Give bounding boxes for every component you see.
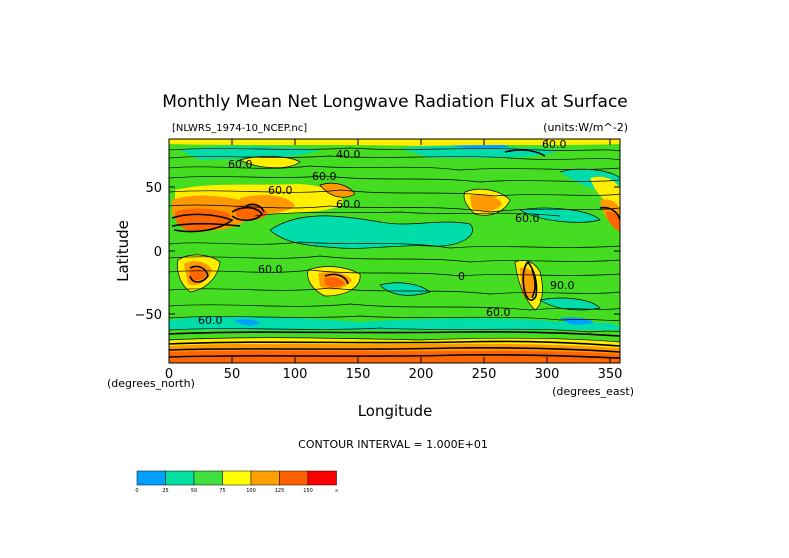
x-tick-label: 100 (283, 367, 308, 382)
colorbar-swatch (193, 470, 223, 486)
contour-label: 60.0 (312, 170, 337, 183)
contour-label: 60.0 (486, 306, 511, 319)
x-tick-label: 0 (165, 367, 173, 382)
y-tick-label: 0 (154, 245, 162, 260)
file-label: [NLWRS_1974-10_NCEP.nc] (172, 123, 307, 134)
contour-label: 0 (458, 270, 465, 283)
y-unit-label: (degrees_north) (107, 377, 195, 390)
colorbar-tick-label: 75 (219, 488, 225, 494)
contour-labels: 60.0 40.0 60.0 60.0 60.0 60.0 60.0 60.0 … (198, 138, 575, 327)
colorbar-tick-label: ∞ (334, 488, 338, 494)
y-axis-label: Latitude (114, 220, 132, 282)
colorbar-swatch (250, 470, 280, 486)
y-tick-labels: 50 0 −50 (135, 181, 162, 323)
contour-interval-text: CONTOUR INTERVAL = 1.000E+01 (298, 438, 488, 451)
map-plot-area: 60.0 40.0 60.0 60.0 60.0 60.0 60.0 60.0 … (168, 138, 621, 364)
colorbar-tick-label: 100 (246, 488, 256, 494)
contour-label: 60.0 (268, 184, 293, 197)
colorbar-tick-label: 150 (303, 488, 313, 494)
colorbar-tick-label: 25 (162, 488, 168, 494)
x-tick-label: 300 (535, 367, 560, 382)
colorbar-boxes (136, 470, 337, 486)
units-label: (units:W/m^-2) (543, 121, 628, 134)
colorbar-swatch (136, 470, 166, 486)
colorbar-tick-label: 50 (191, 488, 197, 494)
colorbar-labels: 0 25 50 75 100 125 150 ∞ (135, 488, 338, 494)
x-tick-label: 350 (598, 367, 623, 382)
dense-contour-clusters (169, 149, 620, 359)
contour-label: 60.0 (258, 263, 283, 276)
contour-label: 60.0 (515, 212, 540, 225)
plot-title: Monthly Mean Net Longwave Radiation Flux… (162, 92, 628, 112)
colorbar-swatch (307, 470, 337, 486)
cyan-flux-zones (169, 145, 620, 330)
contour-lines (169, 147, 620, 343)
colorbar-swatch (165, 470, 195, 486)
contour-label: 90.0 (550, 279, 575, 292)
contour-label: 60.0 (336, 198, 361, 211)
x-tick-labels: 0 50 100 150 200 250 300 350 (165, 367, 623, 382)
contour-label: 60.0 (542, 138, 567, 151)
y-tick-label: 50 (145, 181, 162, 196)
x-tick-label: 250 (472, 367, 497, 382)
x-tick-label: 50 (224, 367, 241, 382)
contour-label: 60.0 (228, 158, 253, 171)
x-tick-label: 150 (346, 367, 371, 382)
x-axis-label: Longitude (358, 402, 433, 420)
y-tick-label: −50 (135, 308, 162, 323)
colorbar: 0 25 50 75 100 125 150 ∞ (135, 470, 339, 494)
x-unit-label: (degrees_east) (552, 385, 634, 398)
contour-label: 60.0 (198, 314, 223, 327)
x-tick-marks (168, 139, 611, 363)
x-tick-label: 200 (409, 367, 434, 382)
colorbar-swatch (279, 470, 309, 486)
y-tick-marks (169, 186, 620, 315)
contour-label: 40.0 (336, 148, 361, 161)
colorbar-swatch (222, 470, 252, 486)
colorbar-tick-label: 125 (275, 488, 285, 494)
colorbar-tick-label: 0 (135, 488, 138, 494)
